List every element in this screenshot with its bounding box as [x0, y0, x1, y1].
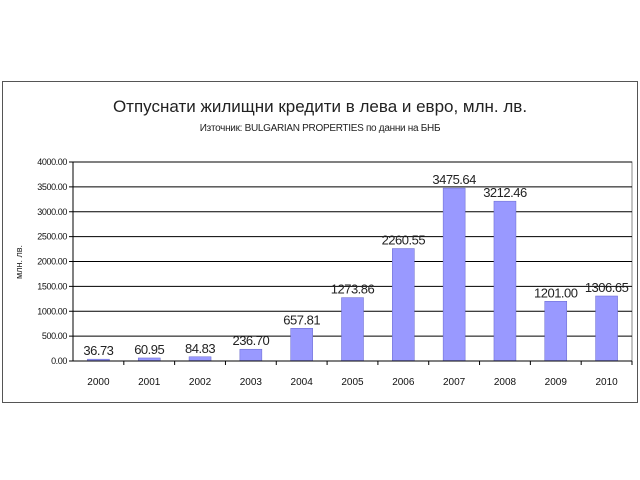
x-tick-label: 2002 [189, 377, 212, 388]
data-label: 3475.64 [432, 172, 476, 187]
bar-2004 [290, 328, 313, 362]
y-tick-label: 0.00 [51, 356, 67, 366]
y-tick-label: 4000.00 [37, 157, 67, 167]
y-tick-label: 3500.00 [37, 182, 67, 192]
x-tick-label: 2007 [443, 377, 466, 388]
bar-2005 [341, 297, 364, 362]
y-tick-label: 2000.00 [37, 257, 67, 267]
x-tick-label: 2010 [595, 377, 618, 388]
y-axis-label: млн. лв. [14, 245, 24, 279]
x-tick-label: 2008 [494, 377, 517, 388]
x-tick-label: 2005 [341, 377, 364, 388]
x-tick-label: 2009 [545, 377, 568, 388]
bar-2006 [392, 248, 415, 362]
y-tick-label: 1000.00 [37, 306, 67, 316]
data-label: 236.70 [232, 333, 269, 348]
x-tick-label: 2004 [291, 377, 314, 388]
data-label: 3212.46 [483, 185, 527, 200]
bar-2007 [442, 187, 466, 362]
data-label: 1306.65 [585, 280, 629, 295]
data-label: 84.83 [185, 341, 215, 356]
bar-2009 [544, 301, 568, 362]
x-tick-label: 2003 [240, 377, 263, 388]
bar-2008 [493, 200, 517, 362]
bar-2010 [595, 295, 618, 362]
y-tick-label: 3000.00 [37, 207, 67, 217]
chart-subtitle: Източник: BULGARIAN PROPERTIES по данни … [199, 123, 441, 134]
bar-2002 [188, 356, 212, 362]
bar-2003 [239, 348, 263, 362]
y-tick-label: 2500.00 [37, 232, 67, 242]
x-tick-label: 2000 [87, 377, 110, 388]
data-label: 60.95 [134, 342, 164, 357]
x-tick-label: 2001 [138, 377, 161, 388]
data-label: 1201.00 [534, 285, 578, 300]
data-label: 2260.55 [382, 233, 426, 248]
x-tick-label: 2006 [392, 377, 415, 388]
data-label: 1273.86 [331, 282, 375, 297]
data-label: 36.73 [83, 343, 113, 358]
chart-title: Отпуснати жилищни кредити в лева и евро,… [112, 97, 528, 116]
y-tick-label: 500.00 [42, 331, 68, 341]
data-label: 657.81 [283, 312, 320, 327]
y-tick-label: 1500.00 [37, 281, 67, 291]
